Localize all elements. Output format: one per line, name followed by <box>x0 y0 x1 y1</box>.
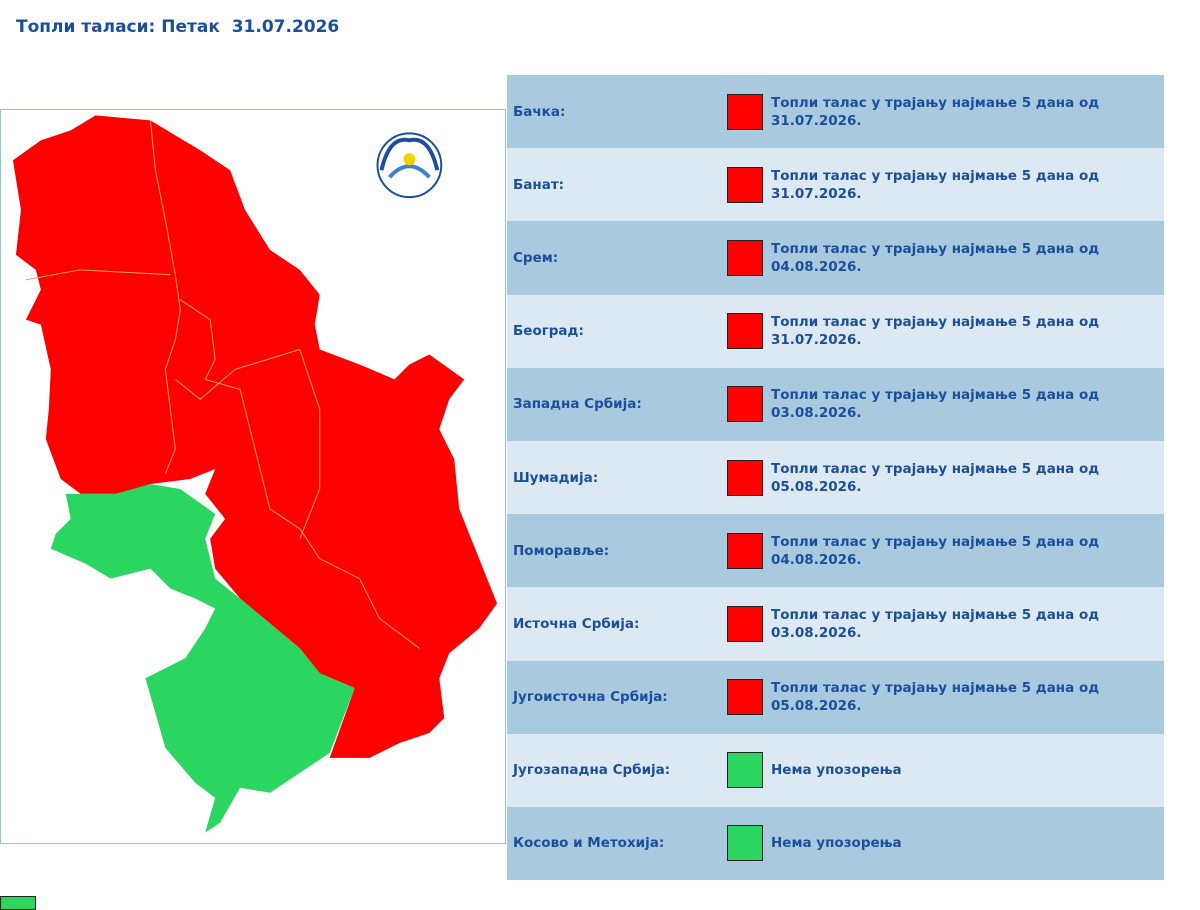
warning-text: Топли талас у трајању најмање 5 дана од … <box>771 167 1100 202</box>
table-row: Шумадија: Топли талас у трајању најмање 5… <box>507 440 1164 515</box>
warning-square <box>727 93 763 130</box>
region-name: Косово и Метохија: <box>513 835 665 852</box>
table-row: Источна Србија: Топли талас у трајању нај… <box>507 587 1164 661</box>
warning-table: Бачка: Топли талас у трајању најмање 5 да… <box>507 75 1164 881</box>
table-row: Југоисточна Србија: Топли талас у трајању… <box>507 660 1164 734</box>
table-row: Западна Србија: Топли талас у трајању нај… <box>507 367 1164 441</box>
warning-square <box>727 166 763 203</box>
region-name: Шумадија: <box>513 469 599 486</box>
warning-text: Топли талас у трајању најмање 5 дана од … <box>771 314 1100 349</box>
page-title: Топли таласи: Петак 31.07.2026 <box>16 17 340 37</box>
map-green-region <box>50 483 355 833</box>
table-row: Срем: Топли талас у трајању најмање 5 дан… <box>507 221 1164 295</box>
warning-square <box>727 313 763 350</box>
warning-square <box>727 752 763 789</box>
warning-text: Нема упозорења <box>771 762 902 779</box>
warning-text: Топли талас у трајању најмање 5 дана од … <box>771 94 1100 129</box>
warning-text: Нема упозорења <box>771 835 902 852</box>
region-name: Поморавље: <box>513 542 610 559</box>
region-name: Срем: <box>513 249 559 266</box>
warning-square <box>727 459 763 496</box>
logo <box>376 132 443 199</box>
warning-text: Топли талас у трајању најмање 5 дана од … <box>771 387 1100 422</box>
table-row: Косово и Метохија: Нема упозорења <box>507 806 1164 881</box>
table-row: Југозападна Србија: Нема упозорења <box>507 733 1164 807</box>
region-name: Југоисточна Србија: <box>513 689 668 706</box>
region-name: Југозападна Србија: <box>513 762 671 779</box>
region-name: Београд: <box>513 323 584 340</box>
warning-text: Топли талас у трајању најмање 5 дана од … <box>771 680 1100 715</box>
warning-square <box>727 825 763 862</box>
map-red-region <box>12 115 498 758</box>
warning-text: Топли талас у трајању најмање 5 дана од … <box>771 533 1100 568</box>
region-name: Бачка: <box>513 103 566 120</box>
warning-square <box>727 239 763 276</box>
region-name: Западна Србија: <box>513 396 642 413</box>
warning-square <box>727 679 763 716</box>
table-row: Поморавље: Топли талас у трајању најмање … <box>507 514 1164 588</box>
warning-text: Топли талас у трајању најмање 5 дана од … <box>771 240 1100 275</box>
region-name: Банат: <box>513 176 565 193</box>
map <box>0 109 506 844</box>
map-borders <box>25 120 420 649</box>
warning-square <box>727 386 763 423</box>
warning-text: Топли талас у трајању најмање 5 дана од … <box>771 460 1100 495</box>
table-row: Банат: Топли талас у трајању најмање 5 да… <box>507 148 1164 222</box>
warning-square <box>727 605 763 642</box>
region-name: Источна Србија: <box>513 615 640 632</box>
table-row: Бачка: Топли талас у трајању најмање 5 да… <box>507 75 1164 149</box>
legend-swatch <box>0 896 36 910</box>
warning-square <box>727 532 763 569</box>
warning-text: Топли талас у трајању најмање 5 дана од … <box>771 606 1100 641</box>
table-row: Београд: Топли талас у трајању најмање 5 … <box>507 294 1164 368</box>
